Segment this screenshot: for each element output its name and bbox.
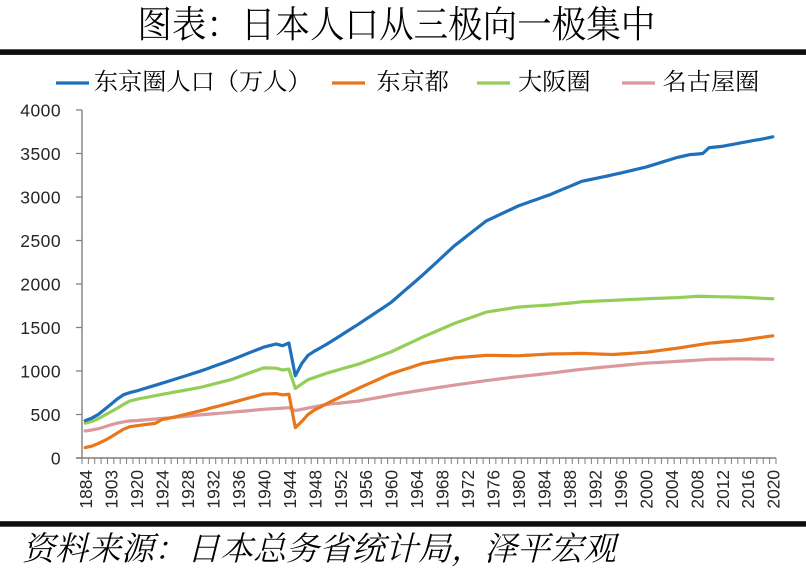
svg-text:1932: 1932	[203, 470, 223, 509]
svg-text:3000: 3000	[20, 187, 61, 207]
svg-text:2020: 2020	[764, 470, 784, 509]
svg-text:1956: 1956	[356, 470, 376, 509]
svg-text:1972: 1972	[458, 470, 478, 509]
svg-text:1996: 1996	[611, 470, 631, 509]
svg-text:1903: 1903	[102, 470, 122, 509]
svg-text:2008: 2008	[687, 470, 707, 509]
svg-text:1928: 1928	[178, 470, 198, 509]
svg-text:1992: 1992	[585, 470, 605, 509]
svg-text:500: 500	[30, 405, 61, 425]
svg-text:1984: 1984	[535, 470, 555, 509]
svg-text:1980: 1980	[509, 470, 529, 509]
svg-text:2500: 2500	[20, 231, 61, 251]
svg-text:1988: 1988	[560, 470, 580, 509]
svg-text:1944: 1944	[280, 470, 300, 509]
svg-text:1940: 1940	[254, 470, 274, 509]
svg-text:1976: 1976	[484, 470, 504, 509]
svg-text:1500: 1500	[20, 318, 61, 338]
svg-text:4000: 4000	[20, 100, 61, 120]
svg-text:1924: 1924	[153, 470, 173, 509]
svg-text:0: 0	[51, 448, 61, 468]
svg-text:2000: 2000	[636, 470, 656, 509]
svg-text:1936: 1936	[229, 470, 249, 509]
svg-text:2004: 2004	[662, 470, 682, 509]
svg-text:2016: 2016	[738, 470, 758, 509]
svg-text:2000: 2000	[20, 274, 61, 294]
svg-text:3500: 3500	[20, 144, 61, 164]
svg-text:1920: 1920	[127, 470, 147, 509]
svg-text:1952: 1952	[331, 470, 351, 509]
svg-text:1964: 1964	[407, 470, 427, 509]
svg-text:1968: 1968	[433, 470, 453, 509]
svg-text:1948: 1948	[305, 470, 325, 509]
svg-text:1000: 1000	[20, 361, 61, 381]
svg-text:2012: 2012	[713, 470, 733, 509]
svg-text:1884: 1884	[76, 470, 96, 509]
svg-text:1960: 1960	[382, 470, 402, 509]
